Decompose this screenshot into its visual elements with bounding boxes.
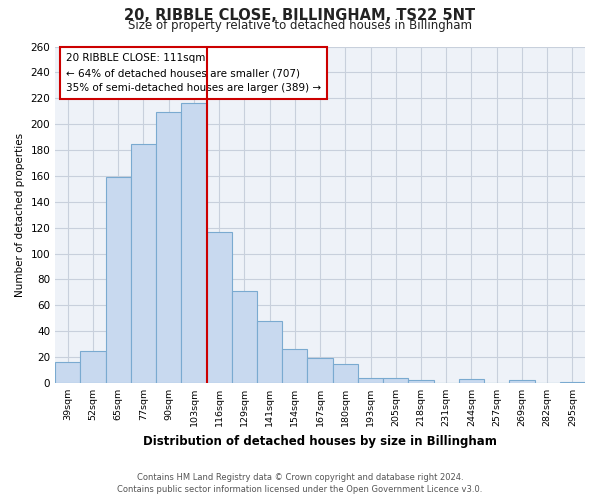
Bar — [383, 378, 409, 383]
Bar — [409, 380, 434, 383]
Text: 20, RIBBLE CLOSE, BILLINGHAM, TS22 5NT: 20, RIBBLE CLOSE, BILLINGHAM, TS22 5NT — [124, 8, 476, 22]
Bar — [181, 104, 206, 383]
Text: Size of property relative to detached houses in Billingham: Size of property relative to detached ho… — [128, 19, 472, 32]
Bar — [55, 362, 80, 383]
Bar — [332, 364, 358, 383]
Text: 20 RIBBLE CLOSE: 111sqm
← 64% of detached houses are smaller (707)
35% of semi-d: 20 RIBBLE CLOSE: 111sqm ← 64% of detache… — [66, 53, 321, 93]
Bar — [206, 232, 232, 383]
Bar — [358, 378, 383, 383]
Text: Contains HM Land Registry data © Crown copyright and database right 2024.
Contai: Contains HM Land Registry data © Crown c… — [118, 472, 482, 494]
Bar — [80, 350, 106, 383]
Bar — [156, 112, 181, 383]
Bar — [257, 321, 282, 383]
Bar — [307, 358, 332, 383]
Bar — [232, 291, 257, 383]
Bar — [560, 382, 585, 383]
X-axis label: Distribution of detached houses by size in Billingham: Distribution of detached houses by size … — [143, 434, 497, 448]
Y-axis label: Number of detached properties: Number of detached properties — [15, 132, 25, 297]
Bar — [106, 177, 131, 383]
Bar — [459, 379, 484, 383]
Bar — [282, 350, 307, 383]
Bar — [131, 144, 156, 383]
Bar — [509, 380, 535, 383]
